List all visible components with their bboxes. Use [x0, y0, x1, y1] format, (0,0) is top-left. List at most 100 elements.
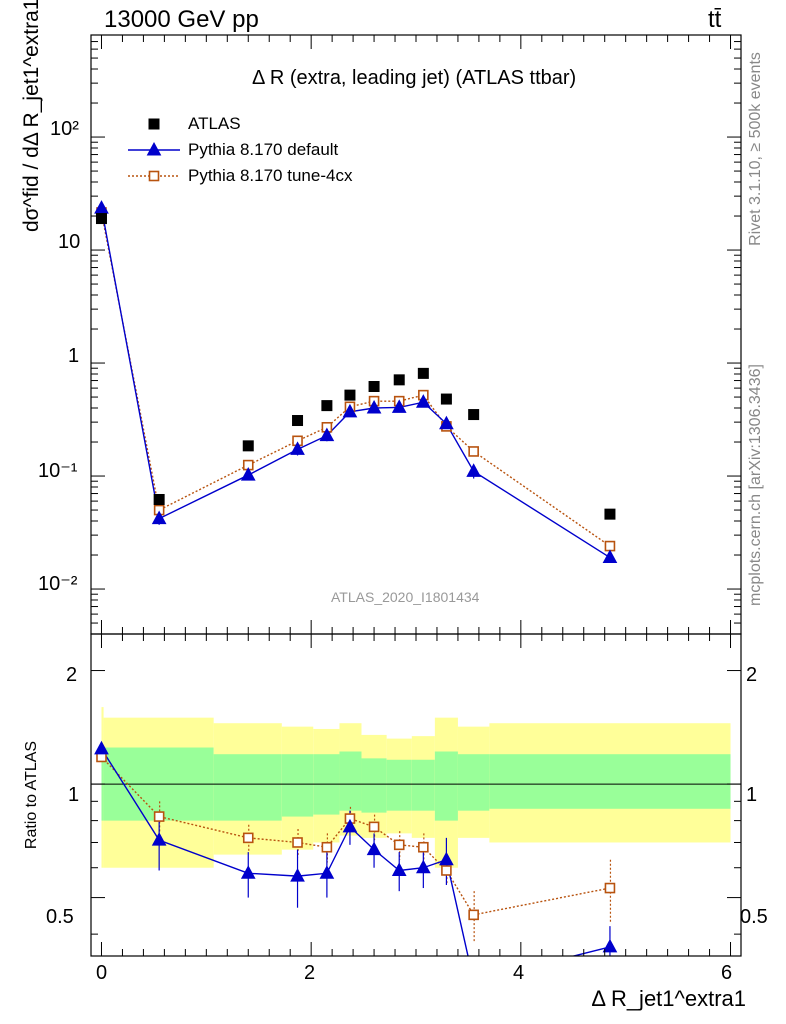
default-ratio-point — [94, 740, 109, 755]
ratio-y-axis-label: Ratio to ATLAS — [23, 740, 40, 850]
tune-ratio-point — [153, 811, 165, 822]
default-ratio-point — [342, 818, 358, 833]
tune-ratio-point — [292, 837, 303, 848]
ratio-band-inner — [411, 759, 435, 811]
plot-title: Δ R (extra, leading jet) (ATLAS ttbar) — [252, 67, 576, 90]
process-label: tt̄ — [708, 6, 722, 33]
ratio-y-tick-label: 2 — [66, 664, 78, 686]
legend-label-atlas: ATLAS — [188, 114, 241, 133]
tune-ratio-point — [418, 841, 429, 853]
default-ratio-point — [602, 938, 618, 953]
ratio-y-tick-label-right: 2 — [746, 664, 758, 686]
default-point — [290, 441, 305, 455]
x-tick-label: 6 — [721, 962, 733, 984]
atlas-point — [604, 508, 616, 520]
default-ratio-point — [290, 868, 305, 882]
default-ratio-point — [467, 974, 480, 986]
default-point — [366, 399, 382, 414]
axis-ticks — [91, 34, 741, 956]
x-tick-label: 2 — [304, 962, 316, 984]
atlas-point — [95, 213, 107, 225]
ratio-band-inner — [489, 754, 731, 809]
atlas-point — [153, 493, 165, 505]
legend-label-default: Pythia 8.170 default — [188, 140, 339, 159]
tune-point — [468, 446, 479, 457]
tune-ratio-point — [242, 832, 254, 844]
ratio-y-tick-label: 0.5 — [46, 906, 74, 928]
default-ratio-point — [151, 832, 167, 846]
x-tick-label: 0 — [96, 962, 108, 984]
tune-point — [604, 540, 616, 552]
main-y-tick-label: 10 — [58, 231, 81, 253]
plot-title-text: Δ R (extra, leading jet) (ATLAS ttbar) — [252, 67, 577, 89]
ratio-y-tick-label-right: 1 — [746, 784, 758, 806]
x-axis-label: Δ R_jet1^extra1 — [580, 986, 746, 1012]
atlas-point — [393, 374, 405, 386]
ratio-band-inner — [213, 754, 282, 821]
default-ratio-point — [415, 859, 431, 874]
energy-label: 13000 GeV pp — [104, 6, 259, 33]
atlas-point — [242, 440, 254, 452]
atlas-point — [292, 415, 304, 427]
ratio-uncertainty-bands — [101, 707, 731, 868]
default-ratio-point — [439, 851, 454, 866]
main-y-axis-label: dσ^fid / dΔ R_jet1^extra1 [pb] — [20, 0, 44, 232]
main-y-tick-label: 1 — [68, 345, 80, 367]
tune-ratio-point — [368, 821, 380, 833]
default-point — [415, 394, 431, 408]
atlas-point — [344, 389, 356, 401]
main-y-tick-label: 10² — [50, 118, 79, 140]
atlas-point — [468, 409, 480, 421]
tune-ratio-point — [441, 865, 452, 876]
ratio-band-inner — [386, 759, 412, 811]
ratio-series-group — [94, 740, 618, 986]
ratio-band-inner — [434, 751, 458, 821]
default-point — [240, 467, 256, 481]
default-point — [466, 463, 482, 477]
default-point — [151, 510, 167, 525]
default-ratio-line — [100, 748, 611, 956]
default-ratio-point — [366, 841, 382, 856]
default-point — [439, 415, 454, 430]
main-series-group — [94, 200, 618, 564]
legend-marker-default — [146, 141, 162, 156]
analysis-watermark: ATLAS_2020_I1801434 — [331, 589, 480, 605]
default-point — [342, 403, 358, 418]
default-point — [602, 549, 618, 564]
data-series — [94, 200, 618, 986]
x-axis-label-text: Δ R_jet1^extra1 — [591, 986, 746, 1011]
legend — [128, 118, 180, 182]
legend-label-tune: Pythia 8.170 tune-4cx — [188, 166, 353, 185]
default-ratio-point — [391, 862, 407, 876]
ratio-band-inner — [339, 751, 362, 811]
main-y-axis-label-text: dσ^fid / dΔ R_jet1^extra1 [pb] — [20, 0, 43, 232]
tune-ratio-point — [321, 841, 333, 853]
legend-marker-tune — [148, 170, 160, 182]
rivet-label: Rivet 3.1.10, ≥ 500k events — [747, 52, 764, 246]
atlas-point — [321, 400, 333, 412]
default-point — [319, 427, 335, 442]
default-series-line — [100, 207, 611, 559]
atlas-point — [417, 367, 429, 379]
ratio-band-inner — [457, 754, 490, 811]
ratio-y-tick-label: 1 — [68, 784, 80, 806]
default-point — [94, 200, 109, 214]
ratio-band-inner — [281, 754, 314, 817]
default-point — [391, 399, 407, 413]
tune-ratio-point — [604, 882, 616, 894]
atlas-point — [440, 393, 452, 405]
tune-ratio-point — [393, 839, 405, 851]
tune-ratio-point — [468, 909, 479, 921]
default-ratio-point — [319, 865, 335, 879]
x-tick-label: 4 — [513, 962, 525, 984]
legend-marker-atlas — [148, 118, 160, 130]
default-ratio-point — [240, 865, 256, 879]
atlas-point — [368, 380, 380, 392]
ratio-band-inner — [361, 758, 387, 813]
main-y-tick-label: 10⁻¹ — [38, 460, 78, 482]
tune-series-line — [100, 212, 611, 547]
main-y-tick-label: 10⁻² — [38, 573, 78, 595]
mcplots-label: mcplots.cern.ch [arXiv:1306.3436] — [747, 364, 764, 606]
ratio-y-tick-label-right: 0.5 — [740, 906, 768, 928]
